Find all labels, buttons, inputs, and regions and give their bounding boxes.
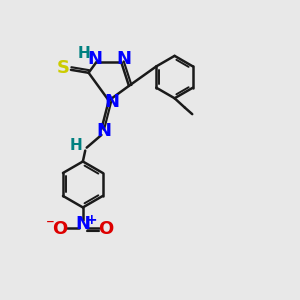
Text: N: N — [117, 50, 132, 68]
Text: H: H — [69, 138, 82, 153]
Text: +: + — [85, 213, 97, 227]
Text: H: H — [78, 46, 90, 61]
Text: O: O — [98, 220, 113, 238]
Text: O: O — [52, 220, 68, 238]
Text: ⁻: ⁻ — [46, 216, 55, 234]
Text: N: N — [87, 50, 102, 68]
Text: N: N — [96, 122, 111, 140]
Text: S: S — [57, 59, 70, 77]
Text: N: N — [105, 93, 120, 111]
Text: N: N — [75, 215, 90, 233]
